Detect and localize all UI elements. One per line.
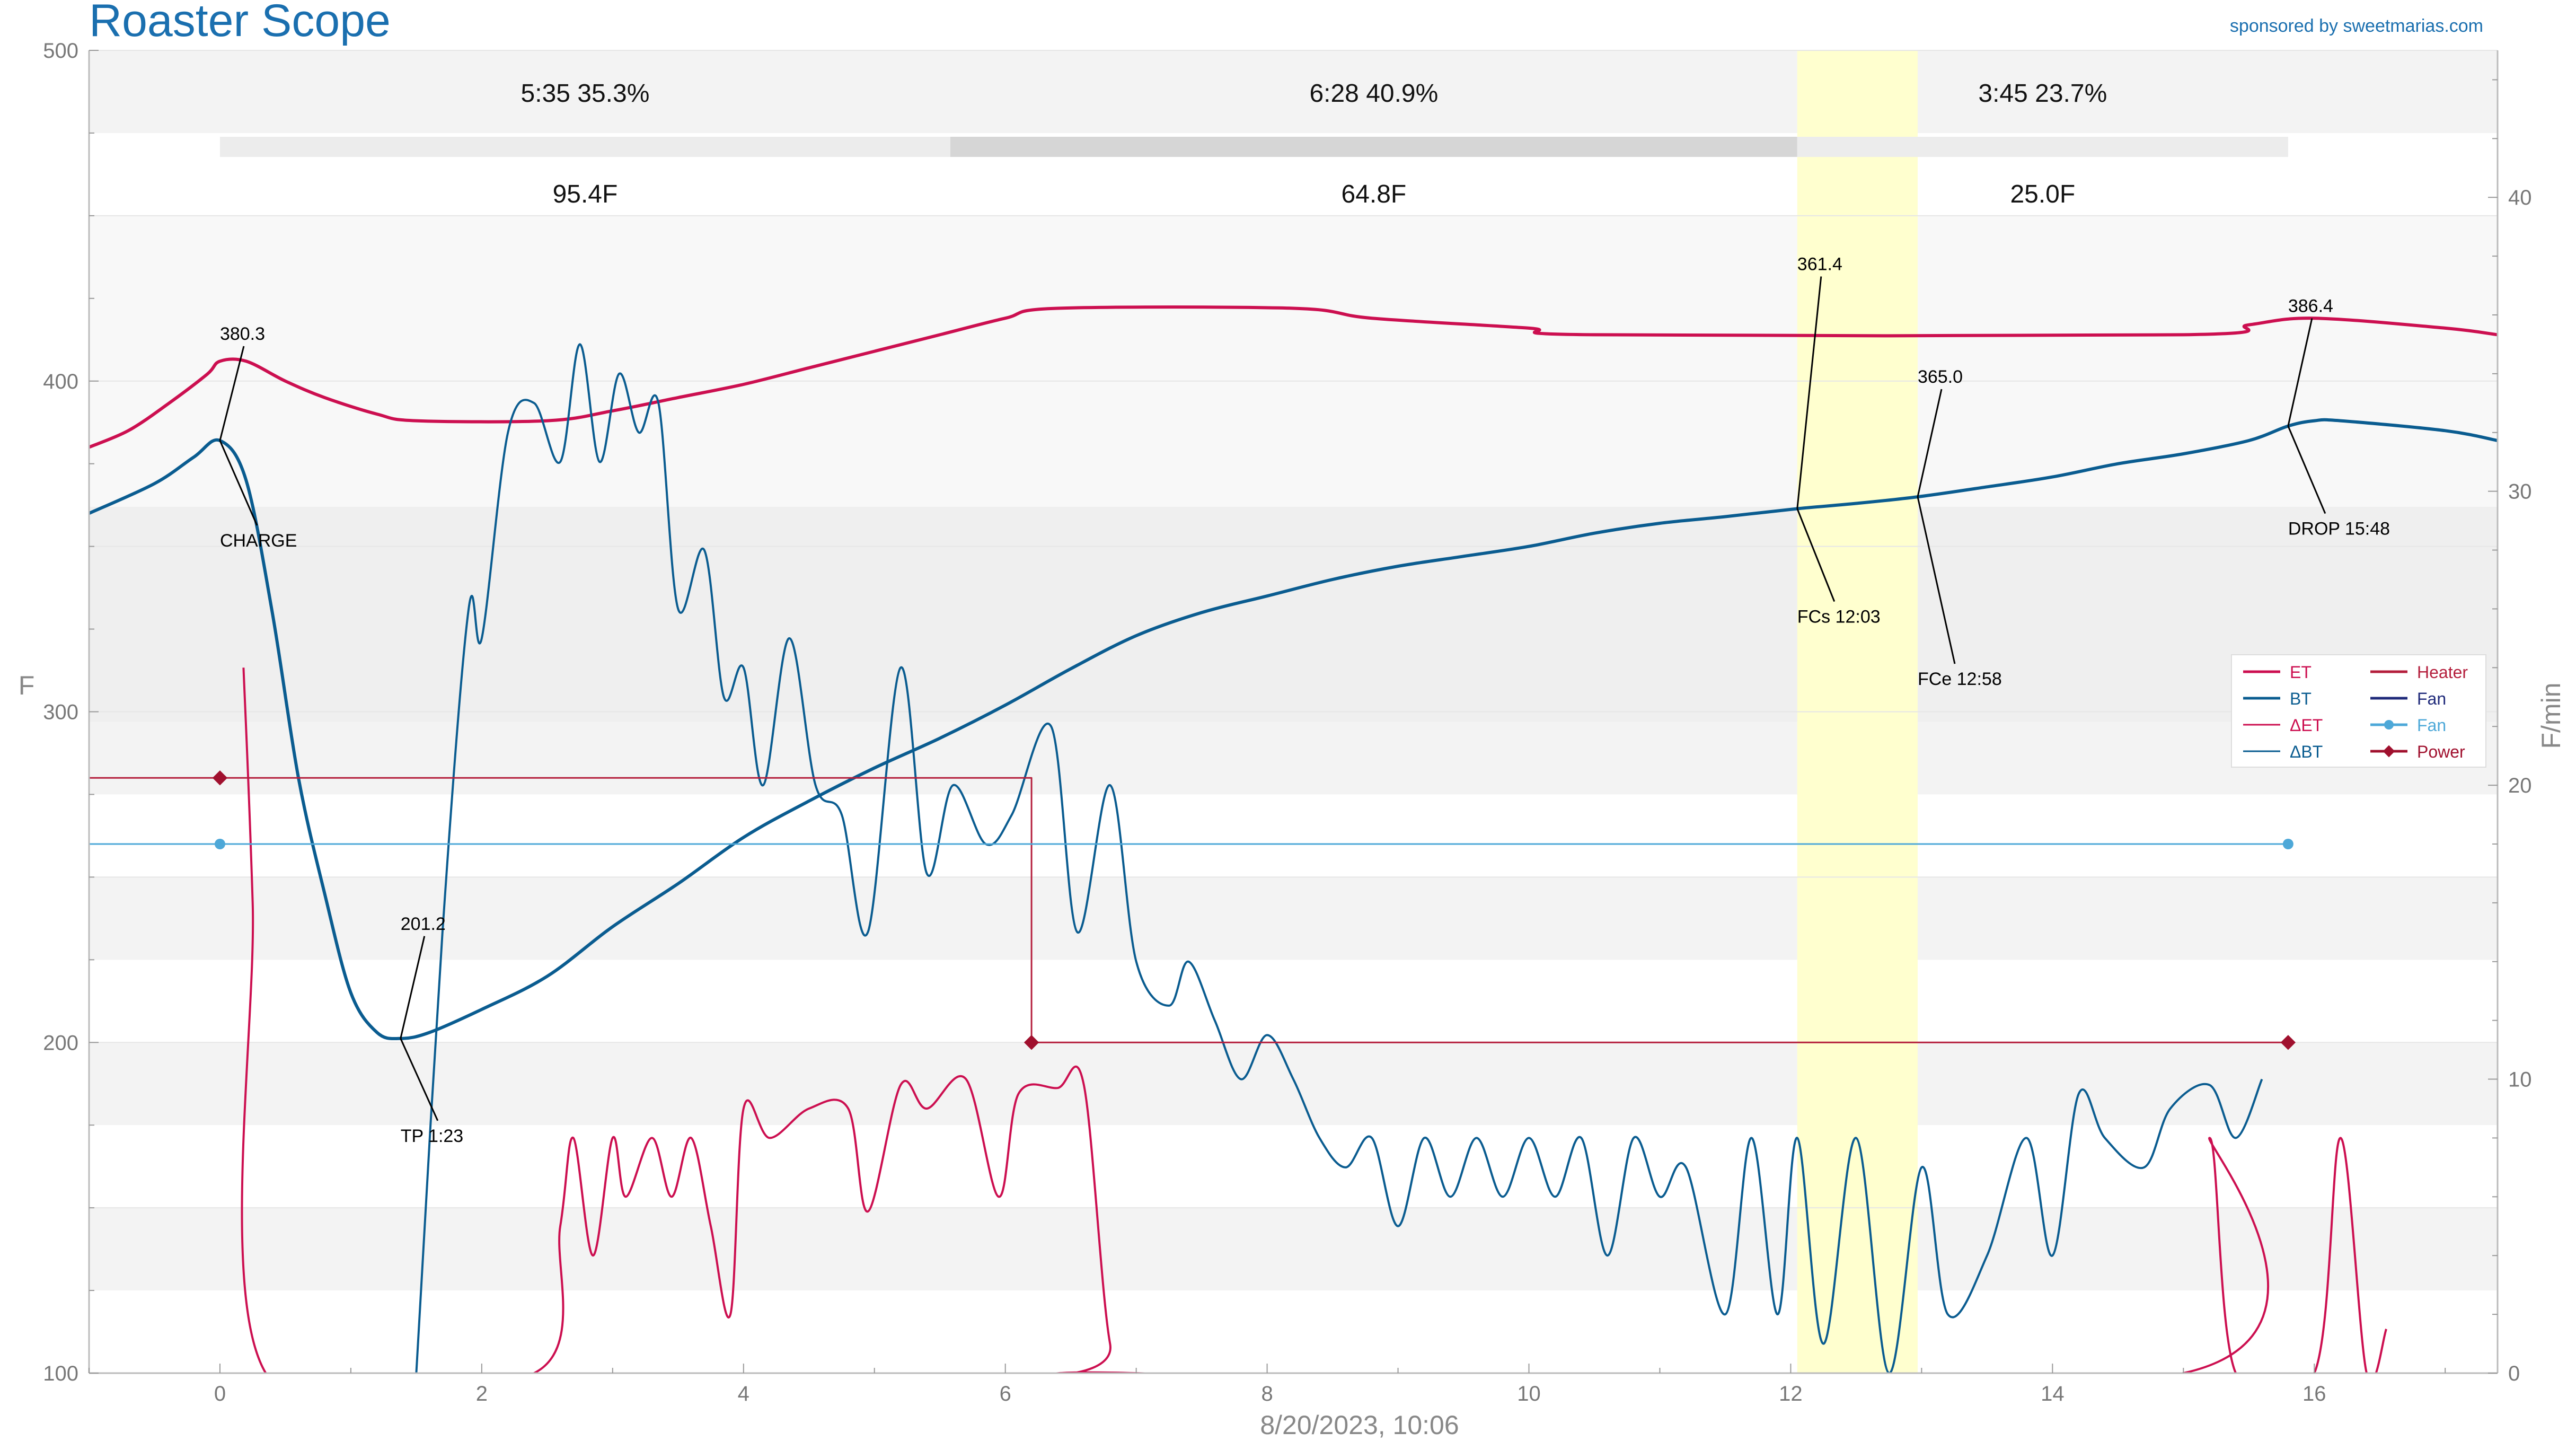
x-tick-label: 0 [214, 1382, 226, 1405]
series-delta-et [241, 667, 2387, 1373]
fan-marker [214, 839, 225, 849]
y-right-tick-label: 40 [2508, 186, 2532, 209]
series-bt [89, 418, 2498, 1041]
event-leader [400, 1038, 439, 1121]
band [89, 877, 2498, 960]
phase-bar [1797, 137, 2288, 157]
band [89, 50, 2498, 133]
series [89, 305, 2498, 1373]
phase-rise-label: 25.0F [2010, 180, 2075, 208]
legend-label-fan-setting: Fan [2417, 716, 2446, 735]
fan-marker [2282, 839, 2293, 849]
legend-label-delta-bt: ΔBT [2290, 742, 2323, 761]
y-left-tick-label: 400 [43, 370, 78, 393]
phase-bar [219, 137, 950, 157]
legend-label-bt: BT [2290, 689, 2312, 708]
legend-label-fan: Fan [2417, 689, 2446, 708]
power-marker [212, 770, 228, 786]
legend-box [2231, 654, 2486, 768]
roast-timestamp: 8/20/2023, 10:06 [1260, 1410, 1459, 1440]
y-left-tick-label: 500 [43, 39, 78, 63]
x-tick-label: 4 [738, 1382, 749, 1405]
event-name-label: DROP 15:48 [2288, 519, 2390, 539]
band [89, 711, 2498, 795]
phase-duration-label: 5:35 35.3% [521, 80, 650, 108]
legend-label-power: Power [2417, 742, 2465, 761]
event-leader [1917, 496, 1956, 664]
series-delta-bt [415, 343, 2263, 1373]
legend-marker [2384, 720, 2394, 730]
event-value-label: 380.3 [220, 324, 265, 344]
event-name-label: FCe 12:58 [1918, 669, 2002, 689]
phase-duration-label: 3:45 23.7% [1978, 80, 2107, 108]
chart-title: Roaster Scope [89, 0, 391, 46]
x-tick-label: 2 [476, 1382, 488, 1405]
band-upper [89, 215, 2498, 507]
legend: ET Heater BT Fan ΔET Fan ΔBT Power [2231, 654, 2486, 768]
y-right-tick-label: 20 [2508, 774, 2532, 797]
y-left-tick-label: 100 [43, 1362, 78, 1385]
event-leader [2287, 425, 2326, 514]
phase-strip: 5:35 35.3% 95.4F 6:28 40.9% 64.8F 3:45 23.7%… [219, 80, 2288, 208]
legend-label-et: ET [2290, 663, 2312, 682]
event-leader [1796, 276, 1822, 509]
background-bands [89, 50, 2498, 1373]
x-tick-label: 6 [1000, 1382, 1011, 1405]
event-value-label: 386.4 [2288, 296, 2333, 317]
event-value-label: 201.2 [401, 914, 446, 934]
phase-rise-label: 95.4F [553, 180, 618, 208]
y-axis-right-label: F/min [2536, 683, 2566, 749]
y-right-tick-label: 30 [2508, 480, 2532, 504]
x-tick-label: 16 [2302, 1382, 2326, 1405]
x-tick-label: 12 [1779, 1382, 1803, 1405]
band [89, 1042, 2498, 1126]
band [89, 1208, 2498, 1291]
x-tick-label: 8 [1261, 1382, 1273, 1405]
series-et [89, 305, 2498, 449]
series-heater [89, 777, 2288, 1043]
phase-bar [950, 137, 1797, 157]
band-mid [89, 506, 2498, 722]
x-tick-label: 14 [2041, 1382, 2065, 1405]
y-right-tick-label: 10 [2508, 1068, 2532, 1092]
event-name-label: FCs 12:03 [1797, 607, 1881, 627]
event-leader [1796, 508, 1836, 602]
y-left-tick-label: 200 [43, 1031, 78, 1054]
y-right-tick-label: 0 [2508, 1362, 2520, 1385]
y-left-tick-label: 300 [43, 701, 78, 724]
event-leader [2287, 318, 2313, 426]
phase-duration-label: 6:28 40.9% [1309, 80, 1438, 108]
event-leader [219, 440, 258, 526]
phase-rise-label: 64.8F [1342, 180, 1407, 208]
legend-label-heater: Heater [2417, 663, 2468, 682]
event-leader [219, 346, 245, 441]
legend-label-delta-et: ΔET [2290, 716, 2323, 735]
y-axis-left-label: F [19, 671, 35, 700]
sponsor-link[interactable]: sponsored by sweetmarias.com [2230, 16, 2483, 36]
event-annotations: 380.3 CHARGE 201.2 TP 1:23 361.4 FCs 12:03 365… [219, 254, 2390, 1146]
event-name-label: TP 1:23 [401, 1126, 463, 1146]
event-name-label: CHARGE [220, 531, 297, 551]
x-tick-label: 10 [1517, 1382, 1541, 1405]
legend-marker [2383, 745, 2395, 758]
event-value-label: 365.0 [1918, 367, 1963, 387]
event-leader [1917, 389, 1943, 497]
event-leader [400, 936, 426, 1039]
event-value-label: 361.4 [1797, 254, 1842, 275]
power-marker [1024, 1035, 1039, 1050]
